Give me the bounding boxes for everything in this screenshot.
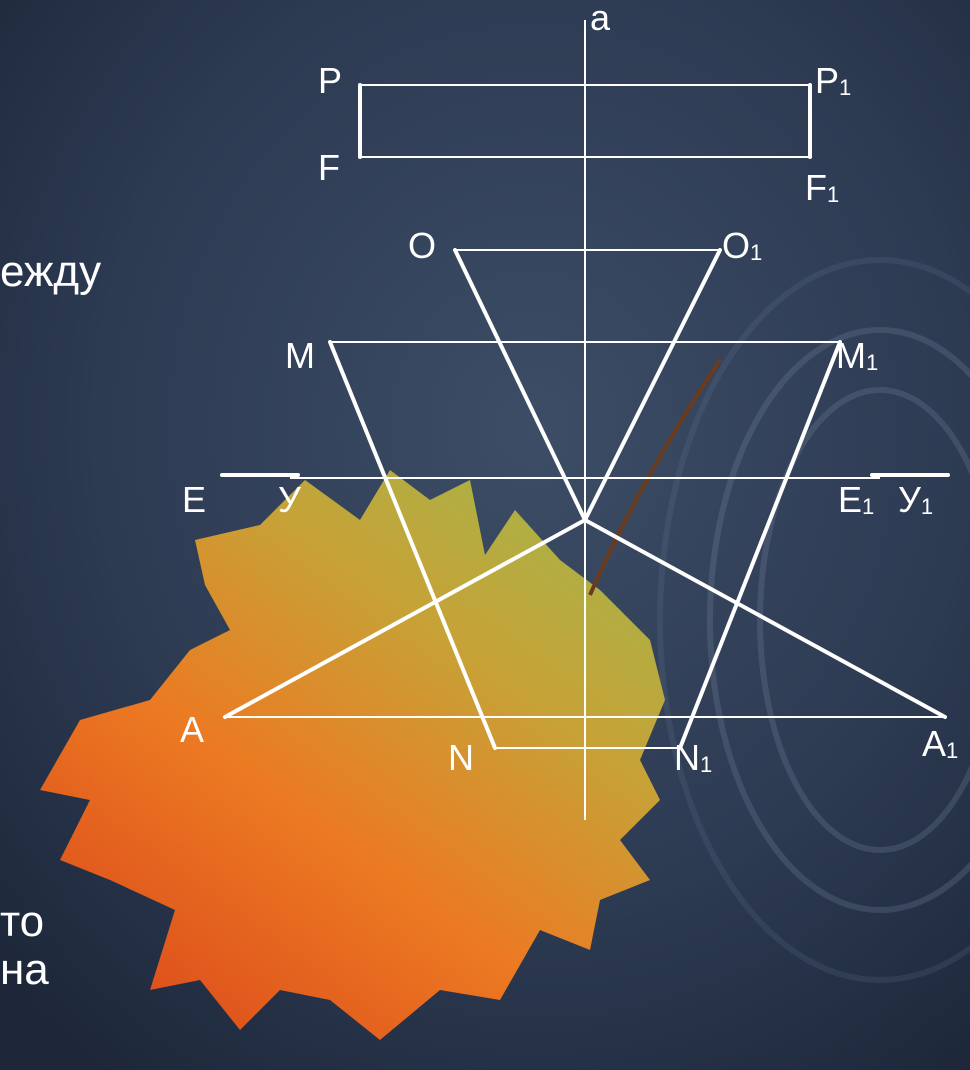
edge-MN xyxy=(328,340,497,750)
thin-lines xyxy=(225,20,945,820)
label-P1: P1 xyxy=(815,60,852,101)
edge-O-center xyxy=(453,248,587,522)
label-A: A xyxy=(180,709,205,750)
edge-A1-center xyxy=(583,518,947,719)
side-text-line-1: ежду xyxy=(0,247,102,296)
label-M: M xyxy=(285,335,315,376)
label-F1: F1 xyxy=(805,167,840,208)
edge-A-center xyxy=(223,518,587,719)
label-P: P xyxy=(318,60,343,101)
label-Y1: У1 xyxy=(898,479,934,520)
label-M1: M1 xyxy=(836,335,879,376)
label-A1: A1 xyxy=(922,723,959,764)
label-E1: E1 xyxy=(838,479,875,520)
side-text-line-2: то xyxy=(0,897,45,946)
label-F: F xyxy=(318,147,340,188)
thick-lines xyxy=(220,83,950,750)
maple-leaf-image xyxy=(40,470,665,1040)
water-ripples xyxy=(657,257,970,983)
label-O: O xyxy=(408,225,437,266)
label-N1: N1 xyxy=(674,737,713,778)
label-Y: У xyxy=(278,479,301,520)
edge-O1-center xyxy=(583,248,722,522)
label-N: N xyxy=(448,737,474,778)
label-O1: O1 xyxy=(722,225,763,266)
label-a: a xyxy=(590,0,611,38)
side-text-line-3: на xyxy=(0,945,49,994)
edge-M1N1 xyxy=(678,340,842,750)
label-E: E xyxy=(182,479,207,520)
